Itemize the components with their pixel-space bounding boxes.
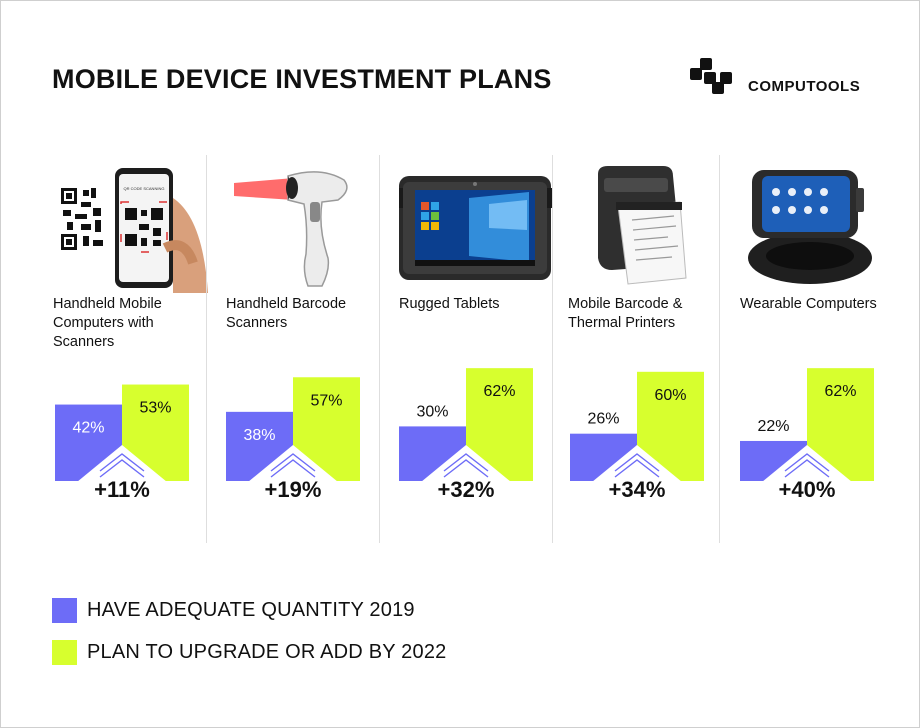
thermal-printer-illustration <box>598 166 687 285</box>
category-label: Rugged Tablets <box>399 296 500 312</box>
column-divider <box>719 155 720 543</box>
legend-swatch-2022 <box>52 640 77 665</box>
category-label: Wearable Computers <box>740 296 877 312</box>
category-label: Handheld Barcode Scanners <box>226 296 347 331</box>
qr-phone-illustration: QR CODE SCANNING <box>61 168 208 293</box>
category-column: Wearable Computers <box>740 150 910 545</box>
column-divider <box>379 155 380 543</box>
category-label: Handheld Mobile Computers with Scanners <box>53 296 162 350</box>
legend-label: HAVE ADEQUATE QUANTITY 2019 <box>87 599 415 621</box>
computools-logo-icon <box>690 58 732 94</box>
category-label: Mobile Barcode & Thermal Printers <box>568 296 683 331</box>
category-column: Rugged Tablets <box>399 150 569 545</box>
column-divider <box>206 155 207 543</box>
column-divider <box>552 155 553 543</box>
wearable-computer-illustration <box>748 170 872 284</box>
svg-text:QR CODE SCANNING: QR CODE SCANNING <box>124 186 165 191</box>
page-title: MOBILE DEVICE INVESTMENT PLANS <box>52 64 552 94</box>
category-column: QR CODE SCANNING Handheld Mobile Compute… <box>53 150 223 545</box>
legend-label: PLAN TO UPGRADE OR ADD BY 2022 <box>87 641 447 663</box>
category-column: Mobile Barcode & Thermal Printers <box>568 150 738 545</box>
rugged-tablet-illustration <box>399 176 553 280</box>
legend-swatch-2019 <box>52 598 77 623</box>
brand-logo: COMPUTOOLS <box>690 58 880 98</box>
brand-name: COMPUTOOLS <box>748 78 861 95</box>
barcode-scanner-illustration <box>234 171 348 287</box>
category-column: Handheld Barcode Scanners <box>226 150 396 545</box>
